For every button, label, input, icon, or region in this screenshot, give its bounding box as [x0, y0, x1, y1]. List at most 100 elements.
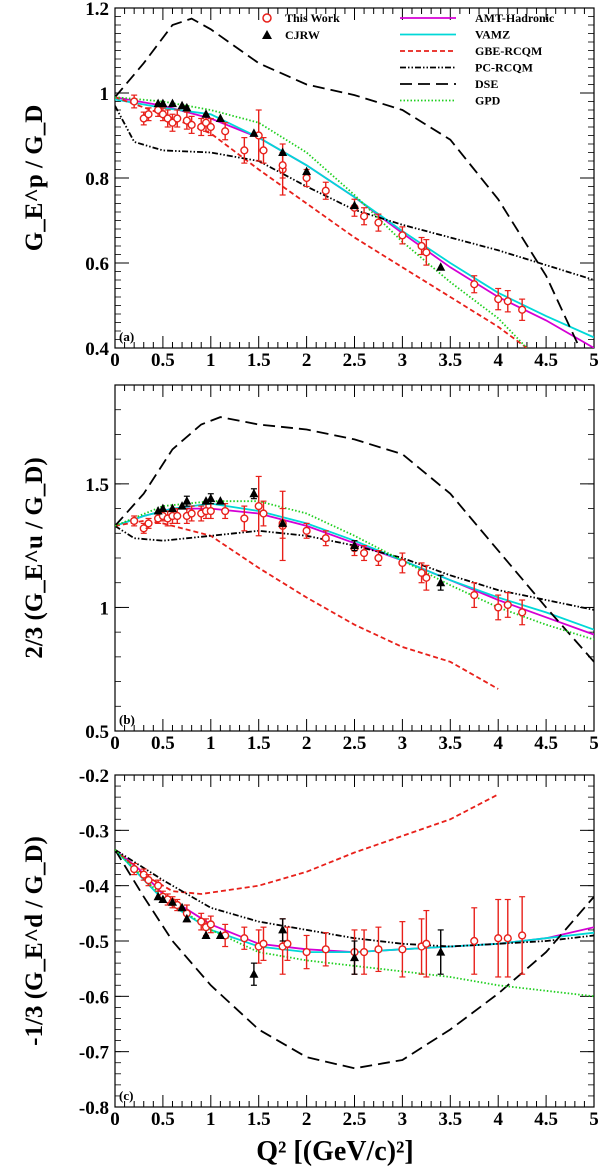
data-point-this-work	[374, 553, 383, 563]
data-point-this-work	[197, 917, 206, 926]
data-point-this-work	[283, 939, 292, 948]
data-point-this-work	[206, 122, 215, 132]
y-tick-label: -0.3	[79, 821, 109, 842]
series-line-pc-rcqm	[115, 525, 594, 611]
data-point-this-work	[359, 548, 369, 558]
legend-label: VAMZ	[475, 28, 510, 42]
data-point-this-work	[470, 590, 479, 600]
data-point-cjrw	[201, 930, 211, 939]
x-tick-label: 5	[589, 733, 599, 754]
data-point-cjrw	[182, 913, 192, 923]
y-axis-title: 2/3 (G_E^u / G_D)	[21, 457, 48, 658]
data-point-this-work	[398, 945, 407, 954]
data-point-cjrw	[350, 540, 359, 550]
data-point-this-work	[417, 568, 426, 577]
data-point-cjrw	[278, 924, 288, 934]
y-tick-label: 0.6	[85, 254, 109, 275]
x-tick-label: 0.5	[151, 1109, 175, 1130]
x-tick-label: 1	[206, 1109, 216, 1130]
data-point-this-work	[240, 934, 249, 943]
data-point-this-work	[374, 218, 383, 227]
panel-b: 0 0.5 1 1.5 2 2.5 3 3.5 4 4.5 50.511.52/3 (G_E^u /…	[21, 384, 599, 754]
data-point-cjrw	[249, 128, 259, 137]
data-point-this-work	[398, 231, 407, 240]
x-tick-label: 3.5	[438, 733, 462, 754]
data-point-this-work	[187, 120, 196, 129]
x-tick-label: 4	[493, 350, 503, 371]
x-tick-label: 5	[589, 1109, 599, 1130]
data-point-cjrw	[153, 506, 163, 515]
x-tick-label: 4	[493, 1109, 503, 1130]
series-line-dse	[115, 17, 581, 348]
data-point-cjrw	[158, 503, 168, 513]
data-point-this-work	[278, 161, 287, 170]
series-line-dse	[115, 416, 594, 663]
data-point-this-work	[518, 305, 527, 314]
data-point-cjrw	[436, 262, 446, 271]
legend-label: CJRW	[285, 28, 320, 42]
data-point-cjrw	[278, 518, 288, 527]
data-point-this-work	[321, 945, 330, 954]
data-point-this-work	[130, 864, 139, 874]
data-point-this-work	[173, 511, 182, 521]
data-point-this-work	[518, 608, 527, 617]
data-point-this-work	[398, 558, 407, 568]
data-point-this-work	[144, 519, 153, 528]
data-point-this-work	[321, 534, 330, 543]
x-tick-label: 3.5	[438, 1109, 462, 1130]
data-point-this-work	[518, 931, 527, 940]
x-tick-label: 0	[110, 1109, 120, 1130]
data-point-this-work	[206, 506, 215, 516]
data-point-cjrw	[153, 891, 163, 901]
x-tick-label: 4.5	[534, 733, 558, 754]
data-point-this-work	[130, 97, 139, 106]
y-tick-label: -0.4	[79, 877, 110, 898]
data-point-cjrw	[182, 496, 192, 505]
data-point-cjrw	[201, 109, 211, 118]
data-point-this-work	[494, 934, 503, 943]
data-point-this-work	[302, 947, 311, 957]
y-tick-label: -0.5	[79, 932, 109, 953]
x-tick-label: 2.5	[343, 733, 367, 754]
data-point-this-work	[470, 280, 479, 289]
data-point-this-work	[494, 603, 503, 612]
series-line-gbe-rcqm	[115, 519, 499, 690]
data-point-this-work	[470, 936, 479, 946]
data-point-this-work	[254, 502, 263, 511]
data-point-this-work	[417, 241, 426, 251]
data-point-this-work	[374, 945, 383, 954]
legend: This Work CJRW AMT-Hadronic VAMZ GBE-RCQM PC-…	[262, 11, 555, 108]
data-point-this-work	[187, 509, 196, 518]
x-tick-label: 4.5	[534, 1109, 558, 1130]
x-tick-label: 4.5	[534, 350, 558, 371]
y-tick-label: 1	[100, 598, 110, 619]
data-point-this-work	[359, 212, 369, 221]
x-tick-label: 0.5	[151, 350, 175, 371]
data-point-cjrw	[215, 930, 225, 939]
x-tick-label: 2	[302, 1109, 312, 1130]
x-tick-label: 5	[589, 350, 599, 371]
x-tick-label: 0	[110, 733, 120, 754]
data-point-cjrw	[350, 200, 359, 210]
data-point-cjrw	[206, 493, 216, 503]
data-point-cjrw	[436, 947, 446, 956]
data-point-this-work	[221, 506, 230, 516]
x-tick-label: 0.5	[151, 733, 175, 754]
legend-label: DSE	[475, 77, 498, 91]
data-point-this-work	[503, 934, 512, 943]
data-point-this-work	[144, 876, 153, 885]
series-line-vamz	[115, 502, 594, 631]
plot-frame	[114, 7, 595, 349]
y-tick-label: 0.8	[85, 169, 109, 190]
data-point-this-work	[321, 186, 330, 195]
data-point-cjrw	[249, 969, 259, 978]
y-tick-label: -0.6	[79, 987, 109, 1008]
data-point-this-work	[221, 127, 230, 136]
series-line-pc-rcqm	[115, 105, 594, 281]
data-point-cjrw	[177, 100, 187, 110]
x-tick-label: 1.5	[247, 1109, 271, 1130]
y-tick-label: -0.8	[79, 1098, 109, 1119]
legend-marker-this-work	[262, 13, 272, 23]
data-point-cjrw	[167, 503, 177, 513]
